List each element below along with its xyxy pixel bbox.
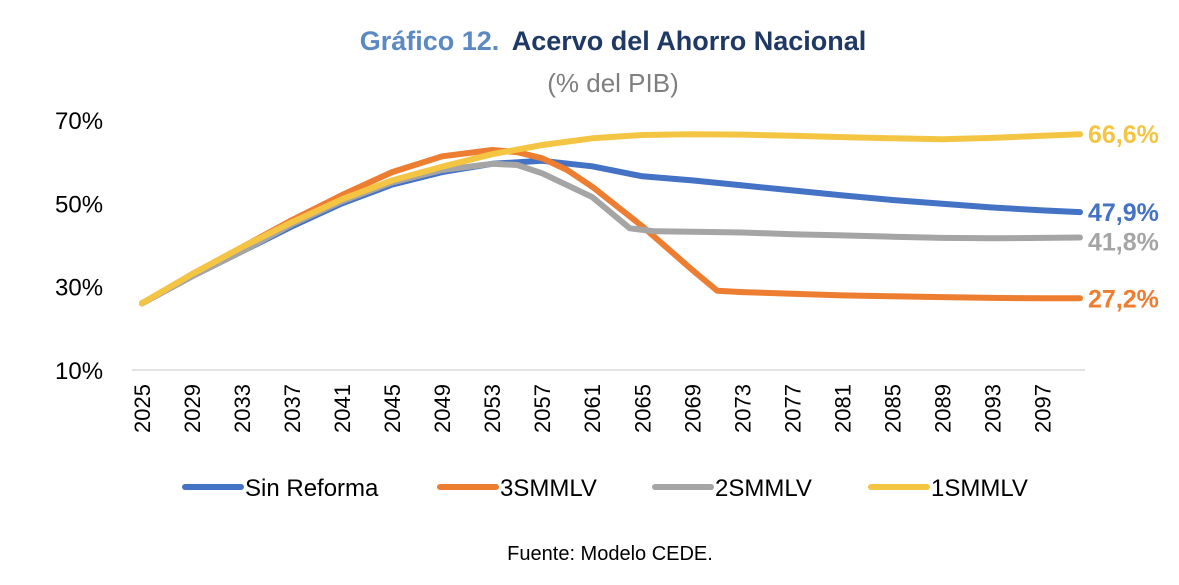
x-tick-label: 2037 [280,384,305,433]
x-tick-label: 2077 [780,384,805,433]
source-note: Fuente: Modelo CEDE. [507,543,713,565]
x-tick-label: 2041 [330,384,355,433]
x-tick-label: 2065 [630,384,655,433]
legend-label: 1SMMLV [931,475,1028,502]
series-lines [139,131,1083,307]
x-tick-label: 2069 [680,384,705,433]
y-tick-label: 50% [55,191,103,218]
legend-label: Sin Reforma [245,475,379,502]
chart-subtitle: (% del PIB) [547,68,679,98]
legend-label: 2SMMLV [715,475,812,502]
x-axis-ticks: 2025 2029 2033 2037 2041 2045 2049 2053 2057 2061… [130,384,1055,433]
chart-title: Gráfico 12. Acervo del Ahorro Nacional [360,26,867,56]
y-tick-label: 70% [55,108,103,135]
x-tick-label: 2049 [430,384,455,433]
end-label-3smmlv: 27,2% [1088,285,1159,313]
end-label-1smmlv: 66,6% [1088,121,1159,149]
x-tick-label: 2053 [480,384,505,433]
end-labels: 47,9% 27,2% 41,8% 66,6% [1088,121,1159,313]
series-line-1smmlv [139,131,1083,307]
end-label-2smmlv: 41,8% [1088,229,1159,257]
x-tick-label: 2093 [980,384,1005,433]
x-tick-label: 2033 [230,384,255,433]
x-tick-label: 2045 [380,384,405,433]
x-tick-label: 2097 [1030,384,1055,433]
x-tick-label: 2085 [880,384,905,433]
y-tick-label: 30% [55,275,103,302]
x-tick-label: 2081 [830,384,855,433]
end-label-sin-reforma: 47,9% [1088,199,1159,227]
y-axis-ticks: 10% 30% 50% 70% [55,108,103,385]
chart-title-main: Acervo del Ahorro Nacional [512,26,867,56]
x-tick-label: 2025 [130,384,155,433]
x-tick-label: 2073 [730,384,755,433]
legend: Sin Reforma 3SMMLV 2SMMLV 1SMMLV [182,475,1028,502]
y-tick-label: 10% [55,358,103,385]
series-line-3smmlv [139,147,1083,307]
x-tick-label: 2061 [580,384,605,433]
x-tick-label: 2089 [930,384,955,433]
x-tick-label: 2057 [530,384,555,433]
x-tick-label: 2029 [180,384,205,433]
legend-label: 3SMMLV [500,475,597,502]
chart-title-prefix: Gráfico 12. [360,26,500,56]
